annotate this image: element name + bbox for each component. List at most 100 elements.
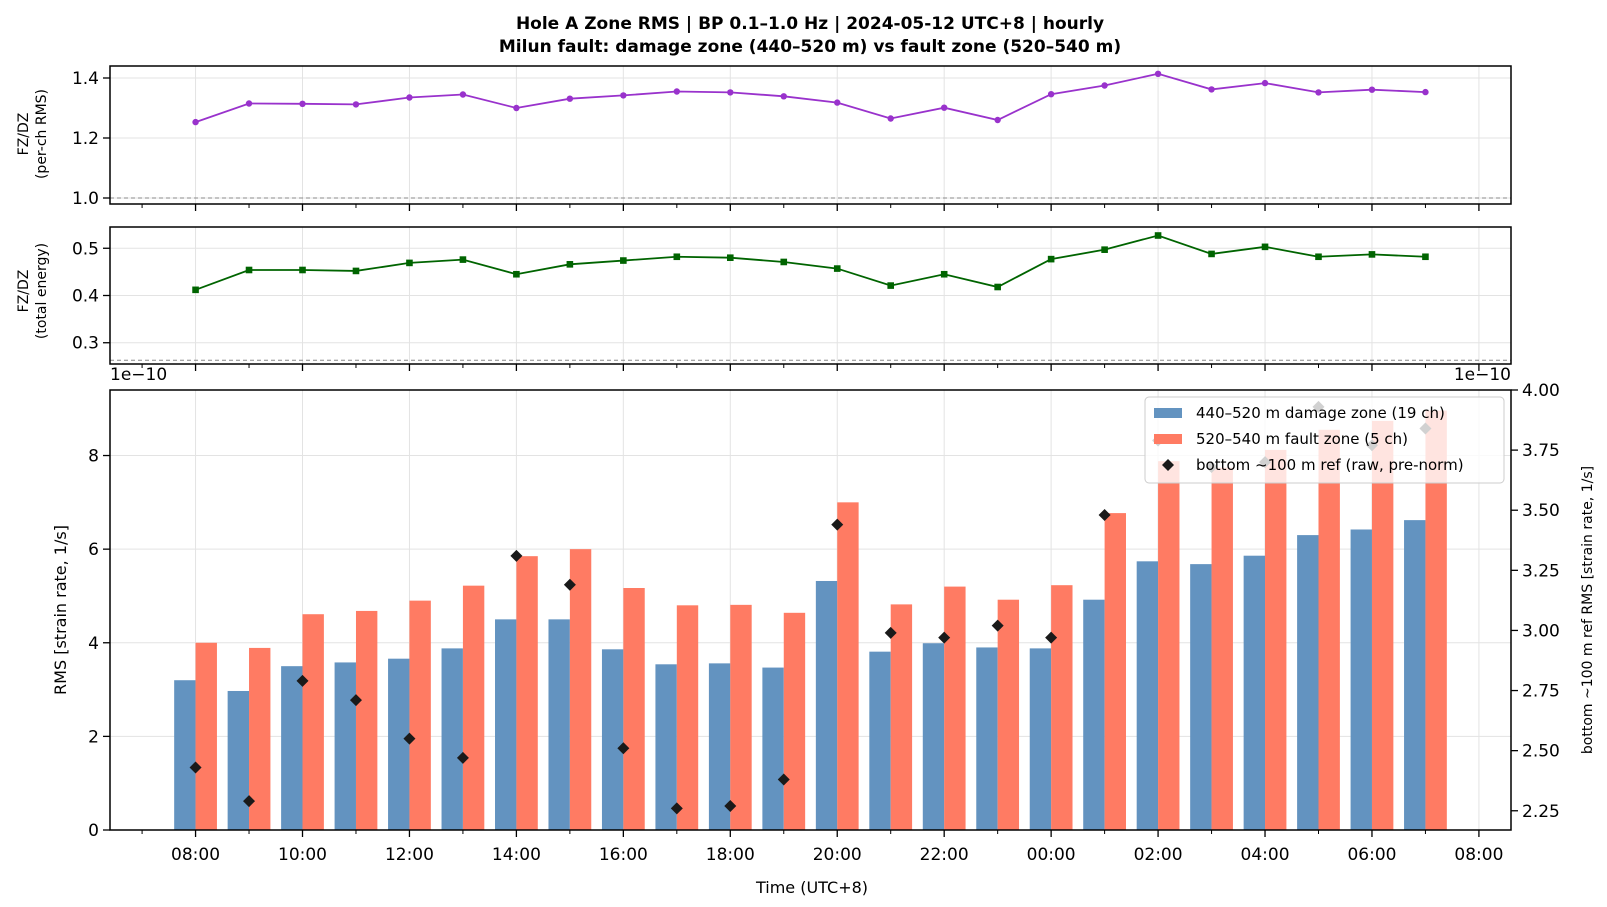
fault-zone-bar — [890, 604, 913, 830]
data-point — [1368, 251, 1376, 258]
ratio-energy-ylabel-line2: (total energy) — [34, 243, 50, 339]
rms-y-ticks-left: 0 2 4 6 8 — [88, 447, 110, 841]
ratio-energy-panel: 0.3 0.4 0.5 FZ/DZ (total energy) — [16, 227, 1511, 371]
y-tick-label-right: 3.75 — [1522, 441, 1560, 461]
y-tick-label-right: 2.75 — [1522, 682, 1560, 702]
y-offset-text-left: 1e−10 — [110, 365, 167, 385]
ratio-rms-ylabel-line2: (per-ch RMS) — [34, 89, 50, 179]
fault-zone-bar — [1051, 585, 1073, 830]
data-point — [1422, 253, 1429, 261]
fault-zone-bar — [944, 586, 966, 830]
fault-zone-bar — [1211, 467, 1233, 830]
y-tick-label-left: 2 — [88, 727, 99, 747]
figure-title-line1: Hole A Zone RMS | BP 0.1–1.0 Hz | 2024-0… — [516, 14, 1104, 34]
ratio-energy-series — [192, 232, 1429, 294]
y-tick-label-right: 4.00 — [1522, 381, 1560, 401]
data-point — [352, 267, 360, 275]
fault-zone-bar — [730, 604, 752, 830]
fault-zone-bar — [249, 647, 271, 830]
fault-zone-bar — [409, 600, 431, 830]
x-tick-label: 12:00 — [385, 845, 434, 865]
legend-label-reference: bottom ~100 m ref (raw, pre-norm) — [1196, 456, 1464, 474]
y-tick-label: 1.2 — [72, 129, 99, 149]
data-point — [1422, 88, 1429, 96]
data-point — [780, 93, 787, 100]
damage-zone-bar — [334, 662, 356, 830]
fault-zone-bar — [195, 642, 217, 830]
rms-bars — [174, 410, 1447, 830]
fault-zone-bar — [837, 502, 859, 830]
x-tick-label: 20:00 — [813, 845, 862, 865]
reference-diamond-marker — [349, 694, 362, 707]
data-point — [1315, 253, 1322, 261]
damage-zone-bar — [762, 667, 784, 830]
data-point — [352, 101, 360, 108]
data-point — [1047, 255, 1055, 263]
data-point — [1368, 86, 1376, 93]
damage-zone-bar — [548, 619, 570, 830]
fault-zone-bar — [1104, 513, 1126, 830]
damage-zone-bar — [708, 663, 731, 830]
data-point — [673, 253, 681, 261]
data-point — [1101, 246, 1108, 253]
fault-zone-bar — [516, 556, 538, 830]
data-point — [459, 256, 467, 263]
data-point — [566, 95, 574, 102]
fault-zone-bar — [569, 549, 592, 830]
reference-diamond-marker — [617, 742, 630, 755]
data-point — [673, 88, 681, 95]
reference-diamond-marker — [777, 773, 790, 786]
data-point — [887, 115, 894, 122]
ratio-rms-series — [192, 70, 1429, 126]
damage-zone-bar — [601, 649, 624, 830]
data-point — [459, 91, 467, 98]
damage-zone-bar — [1243, 555, 1266, 830]
reference-diamond-marker — [670, 802, 683, 815]
rms-y-ticks-right: 2.25 2.50 2.75 3.00 3.25 3.50 3.75 4.00 — [1511, 381, 1560, 822]
damage-zone-bar — [976, 647, 998, 830]
reference-diamond-marker — [243, 795, 256, 808]
ratio-rms-ylabel-line1: FZ/DZ — [16, 113, 32, 156]
y-tick-label-right: 3.50 — [1522, 501, 1560, 521]
y-tick-label-right: 2.25 — [1522, 802, 1560, 822]
x-tick-label: 16:00 — [599, 845, 648, 865]
data-point — [1261, 79, 1269, 87]
fault-zone-bar — [1425, 410, 1447, 830]
y-tick-label-left: 8 — [88, 447, 99, 467]
y-tick-label-right: 3.25 — [1522, 561, 1560, 581]
legend: 440–520 m damage zone (19 ch) 520–540 m … — [1144, 396, 1505, 484]
data-point — [1101, 82, 1108, 89]
x-tick-label: 02:00 — [1134, 845, 1183, 865]
fault-zone-bar — [1318, 429, 1340, 830]
legend-swatch-damage-zone — [1154, 408, 1182, 418]
fault-zone-bar — [783, 612, 806, 830]
data-point — [1208, 86, 1215, 93]
damage-zone-bar — [1190, 564, 1212, 830]
fault-zone-bar — [997, 599, 1020, 830]
data-point — [192, 286, 199, 294]
damage-zone-bar — [227, 690, 250, 830]
y-tick-label: 0.3 — [72, 334, 99, 354]
data-point — [245, 100, 253, 107]
damage-zone-bar — [1404, 520, 1426, 830]
data-point — [299, 266, 306, 274]
fault-zone-bar — [462, 585, 485, 830]
rms-ylabel-right: bottom ~100 m ref RMS [strain rate, 1/s] — [1580, 466, 1596, 754]
damage-zone-bar — [922, 643, 945, 830]
data-point — [834, 99, 841, 106]
ratio-energy-ylabel-line1: FZ/DZ — [16, 270, 32, 313]
data-point — [1261, 243, 1269, 251]
x-tick-label: 08:00 — [171, 845, 220, 865]
series-line — [195, 72, 1426, 123]
damage-zone-bar — [174, 680, 196, 830]
x-tick-label: 04:00 — [1241, 845, 1290, 865]
data-point — [513, 270, 520, 278]
x-tick-label: 22:00 — [920, 845, 969, 865]
ratio-rms-y-ticks: 1.0 1.2 1.4 — [72, 69, 110, 209]
x-tick-label: 14:00 — [492, 845, 541, 865]
rms-axes-frame — [109, 389, 1512, 831]
data-point — [513, 104, 520, 112]
legend-label-damage-zone: 440–520 m damage zone (19 ch) — [1196, 404, 1445, 422]
data-point — [299, 100, 306, 108]
